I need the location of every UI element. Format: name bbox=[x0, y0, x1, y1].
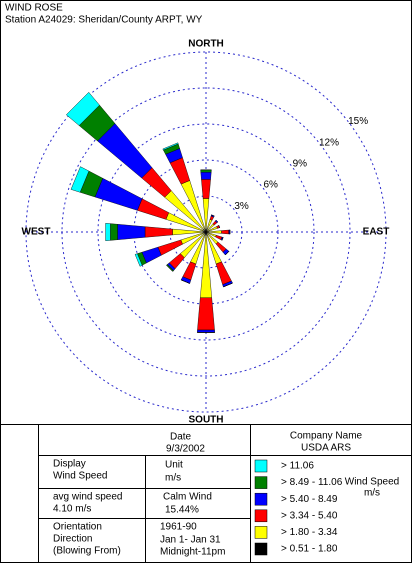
direction-label: EAST bbox=[363, 227, 390, 238]
petal-segment bbox=[221, 237, 224, 241]
legend-label: > 8.49 - 11.06 bbox=[281, 477, 343, 488]
petal-segment bbox=[197, 297, 215, 331]
cell-text: USDA ARS bbox=[301, 443, 351, 454]
petal-segment bbox=[162, 142, 179, 151]
cell-text: Wind Speed bbox=[53, 471, 107, 482]
cell-text: Unit bbox=[165, 460, 183, 471]
cell-text: m/s bbox=[165, 473, 181, 484]
legend-swatch bbox=[254, 476, 268, 489]
petal-segment bbox=[201, 179, 211, 199]
cell-text: Date bbox=[170, 432, 192, 443]
legend-label: > 0.51 - 1.80 bbox=[281, 544, 338, 555]
petal-segment bbox=[166, 265, 173, 272]
cell-text: Direction bbox=[53, 534, 92, 545]
r-tick-label: 15% bbox=[348, 116, 368, 127]
petal-segment bbox=[211, 214, 215, 217]
petal-segment bbox=[223, 282, 233, 288]
petal-segment bbox=[157, 239, 183, 256]
direction-label: SOUTH bbox=[189, 415, 224, 426]
r-tick-label: 12% bbox=[319, 137, 339, 148]
cell-text: Orientation bbox=[53, 522, 102, 533]
cell-text: Jan 1- Jan 31 bbox=[160, 535, 221, 546]
petal-segment bbox=[94, 177, 143, 211]
grid-ring bbox=[97, 123, 315, 341]
legend-label: > 3.34 - 5.40 bbox=[281, 510, 338, 521]
petal-segment bbox=[200, 172, 212, 180]
petal-segment bbox=[70, 166, 90, 193]
petal-segment bbox=[200, 169, 212, 173]
direction-label: NORTH bbox=[188, 39, 224, 50]
petal-segment bbox=[180, 279, 190, 284]
cell-text: (Blowing From) bbox=[53, 546, 121, 557]
legend-swatch bbox=[254, 509, 268, 523]
petal-segment bbox=[196, 329, 216, 333]
legend-label: > 1.80 - 3.34 bbox=[281, 527, 338, 538]
cell-text: 4.10 m/s bbox=[53, 504, 91, 515]
r-tick-label: 6% bbox=[263, 180, 278, 191]
petal-segment bbox=[65, 91, 100, 126]
grid-ring bbox=[25, 51, 387, 413]
cell-text: 9/3/2002 bbox=[166, 444, 205, 455]
r-tick-label: 3% bbox=[234, 201, 249, 212]
cell-text: 15.44% bbox=[165, 505, 199, 516]
cell-text: Calm Wind bbox=[163, 492, 212, 503]
legend-label: > 5.40 - 8.49 bbox=[281, 494, 338, 505]
petal-segment bbox=[218, 225, 220, 228]
direction-label: WEST bbox=[22, 227, 51, 238]
petal-segment bbox=[221, 229, 229, 235]
info-table: Date 9/3/2002 Company Name USDA ARS Disp… bbox=[0, 424, 412, 563]
cell-text: Midnight-11pm bbox=[160, 547, 225, 558]
cell-text: 1961-90 bbox=[160, 522, 197, 533]
legend-label: > 11.06 bbox=[281, 461, 314, 472]
legend-swatch bbox=[254, 459, 268, 473]
petal-segment bbox=[225, 251, 230, 256]
petal-segment bbox=[134, 253, 143, 267]
r-tick-label: 9% bbox=[293, 158, 308, 169]
chart-title: WIND ROSE bbox=[5, 3, 63, 14]
cell-text: avg wind speed bbox=[53, 492, 123, 503]
cell-text: Display bbox=[53, 459, 86, 470]
grid-ring bbox=[61, 87, 351, 377]
petal-segment bbox=[117, 224, 146, 240]
legend-title: m/s bbox=[364, 488, 380, 499]
petal-segment bbox=[105, 222, 111, 242]
petal-segment bbox=[215, 261, 232, 285]
petal-segment bbox=[144, 226, 173, 238]
cell-text: Company Name bbox=[290, 431, 363, 442]
legend-swatch bbox=[254, 526, 268, 539]
station: Station A24029: Sheridan/County ARPT, WY bbox=[5, 15, 203, 26]
legend-swatch bbox=[254, 542, 268, 556]
petal-segment bbox=[137, 198, 170, 220]
legend-swatch bbox=[254, 492, 268, 506]
petal-segment bbox=[215, 219, 219, 223]
legend-title: Wind Speed bbox=[345, 477, 399, 488]
petal-segment bbox=[110, 223, 118, 241]
